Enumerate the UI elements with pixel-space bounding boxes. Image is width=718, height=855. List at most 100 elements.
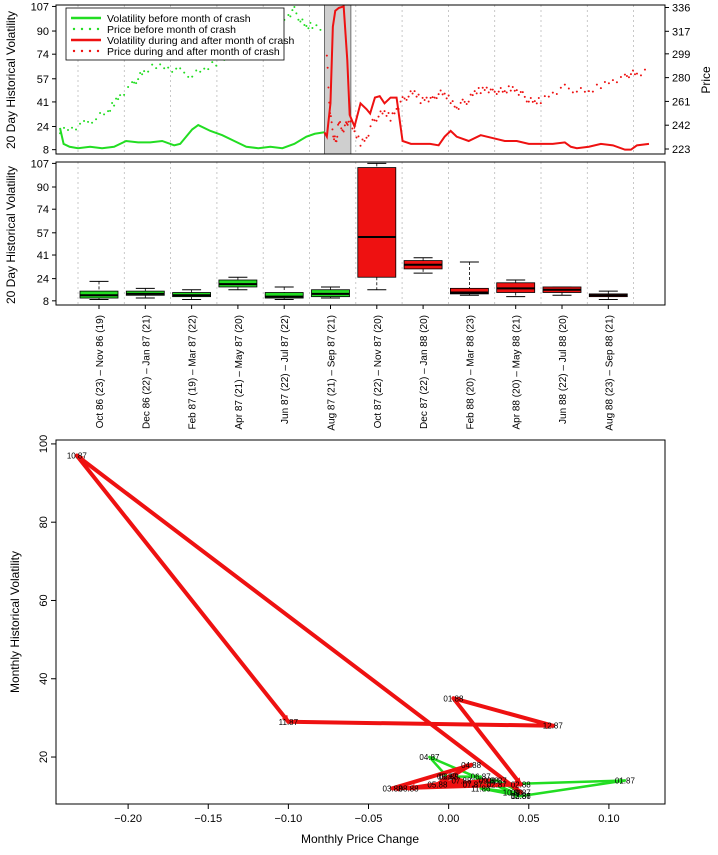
p3-xtick-label-5: 0.05 bbox=[518, 813, 539, 825]
price-before-dot-14-0 bbox=[203, 67, 206, 70]
price-after-dot-27-2 bbox=[465, 102, 468, 105]
price-after-dot-48-1 bbox=[631, 69, 634, 72]
price-after-dot-37-0 bbox=[521, 91, 524, 94]
legend-swatch-dot-1-1 bbox=[80, 27, 84, 31]
price-before-dot-5-0 bbox=[113, 104, 116, 107]
price-before-dot-9-1 bbox=[147, 70, 150, 73]
price-after-dot-2-0 bbox=[330, 121, 333, 124]
price-after-dot-8-2 bbox=[351, 127, 354, 130]
point-label-22: 08.88 bbox=[399, 784, 420, 793]
price-before-dot-4-1 bbox=[109, 109, 112, 112]
price-after-dot-26-1 bbox=[457, 108, 460, 111]
legend-box bbox=[65, 7, 285, 61]
price-before-dot-23-2 bbox=[303, 24, 306, 27]
price-after-dot-49-2 bbox=[643, 68, 646, 71]
price-after-dot-40-2 bbox=[547, 95, 550, 98]
price-after-dot-35-2 bbox=[513, 89, 516, 92]
price-before-dot-5-2 bbox=[117, 98, 120, 101]
price-after-dot-18-0 bbox=[407, 95, 410, 98]
price-after-dot-49-1 bbox=[639, 74, 642, 77]
price-after-dot-36-0 bbox=[515, 89, 518, 92]
p1-right-tick-label-2: 261 bbox=[672, 96, 690, 108]
price-before-dot-24-1 bbox=[307, 27, 310, 30]
price-after-dot-44-2 bbox=[595, 83, 598, 86]
p3-xtick-label-4: 0.00 bbox=[438, 813, 459, 825]
price-after-dot-2-1 bbox=[331, 128, 334, 131]
price-after-dot-31-1 bbox=[487, 91, 490, 94]
price-after-dot-11-0 bbox=[365, 136, 368, 139]
price-before-dot-10-0 bbox=[155, 67, 158, 70]
price-before-dot-3-2 bbox=[103, 113, 106, 116]
price-after-dot-31-2 bbox=[489, 88, 492, 91]
price-after-dot-47-2 bbox=[627, 76, 630, 79]
point-label-1: 05.87 bbox=[437, 773, 458, 782]
price-after-dot-4-2 bbox=[337, 123, 340, 126]
p3-x-axis-title: Monthly Price Change bbox=[301, 832, 419, 846]
legend-swatch-dot-3-3 bbox=[96, 49, 100, 53]
p2-category-axis: Oct 86 (23) – Nov 86 (19) Dec 86 (22) – J… bbox=[95, 305, 615, 431]
p2-tick-label-0: 8 bbox=[43, 296, 49, 308]
price-after-dot-28-1 bbox=[469, 93, 472, 96]
price-after-dot-2-2 bbox=[332, 135, 335, 138]
p3-y-axis: 20 40 60 80 100 bbox=[38, 435, 56, 763]
p3-xtick-label-1: −0.15 bbox=[194, 813, 222, 825]
price-after-dot-19-0 bbox=[413, 90, 416, 93]
price-after-dot-34-1 bbox=[505, 91, 508, 94]
price-before-dot-11-1 bbox=[171, 70, 174, 73]
volatility-boxplot-panel: 8 24 41 57 74 90 107 Oct 86 (23) – Nov 86 (19)… bbox=[4, 158, 666, 431]
price-before-dot-15-0 bbox=[215, 64, 218, 67]
p1-right-tick-label-4: 299 bbox=[672, 49, 690, 61]
price-before-dot-4-0 bbox=[107, 110, 110, 113]
p2-tick-label-4: 74 bbox=[37, 204, 49, 216]
price-before-dot-12-2 bbox=[187, 75, 190, 78]
price-after-dot-30-0 bbox=[479, 92, 482, 95]
price-after-dot-35-0 bbox=[509, 89, 512, 92]
p3-ytick-label-4: 100 bbox=[38, 435, 50, 453]
price-after-dot-14-0 bbox=[383, 110, 386, 113]
p3-y-axis-title: Monthly Historical Volatility bbox=[8, 551, 22, 693]
boxplot-5 bbox=[311, 286, 350, 299]
legend-swatch-dot-3-2 bbox=[88, 49, 92, 53]
red-arrow-1 bbox=[286, 719, 555, 730]
p1-right-tick-label-6: 336 bbox=[672, 3, 690, 15]
point-label-23: 09.88 bbox=[479, 777, 500, 786]
point-label-19: 05.88 bbox=[427, 780, 448, 789]
boxplot-8 bbox=[449, 261, 489, 296]
price-after-dot-24-2 bbox=[447, 94, 450, 97]
price-before-dot-13-0 bbox=[191, 75, 194, 78]
price-after-dot-47-1 bbox=[625, 74, 628, 77]
p3-xtick-label-3: −0.05 bbox=[355, 813, 383, 825]
price-before-dot-3-1 bbox=[99, 112, 102, 115]
p2-tick-label-3: 57 bbox=[37, 228, 49, 240]
price-after-dot-37-2 bbox=[525, 100, 528, 103]
volatility-after-line bbox=[323, 5, 650, 151]
price-after-dot-1-0 bbox=[328, 101, 331, 104]
p3-ytick-label-3: 80 bbox=[38, 516, 50, 528]
price-before-dot-11-0 bbox=[167, 66, 170, 69]
price-before-dot-1-0 bbox=[71, 126, 74, 129]
price-after-dot-11-2 bbox=[369, 125, 372, 128]
price-after-dot-46-1 bbox=[615, 81, 618, 84]
price-before-dot-14-1 bbox=[207, 68, 210, 71]
p1-left-tick-label-2: 41 bbox=[37, 97, 49, 109]
price-before-dot-6-1 bbox=[123, 93, 126, 96]
price-before-dot-23-1 bbox=[301, 18, 304, 21]
price-after-dot-13-2 bbox=[381, 112, 384, 115]
p3-green-arrows bbox=[75, 454, 627, 799]
price-before-dot-1-2 bbox=[79, 122, 82, 125]
price-before-dot-24-2 bbox=[309, 21, 312, 24]
price-after-dot-35-1 bbox=[511, 85, 514, 88]
price-after-dot-46-2 bbox=[619, 75, 622, 78]
red-arrow-10 bbox=[406, 777, 491, 791]
price-before-dot-8-2 bbox=[141, 73, 144, 76]
price-before-dot-10-2 bbox=[163, 67, 166, 70]
price-before-dot-25-2 bbox=[319, 28, 322, 31]
price-after-dot-6-2 bbox=[343, 124, 346, 127]
price-before-dot-14-2 bbox=[211, 61, 214, 64]
p3-xtick-label-6: 0.10 bbox=[598, 813, 619, 825]
price-after-dot-36-2 bbox=[519, 90, 522, 93]
price-before-dot-2-0 bbox=[83, 119, 86, 122]
price-after-dot-18-1 bbox=[409, 90, 412, 93]
